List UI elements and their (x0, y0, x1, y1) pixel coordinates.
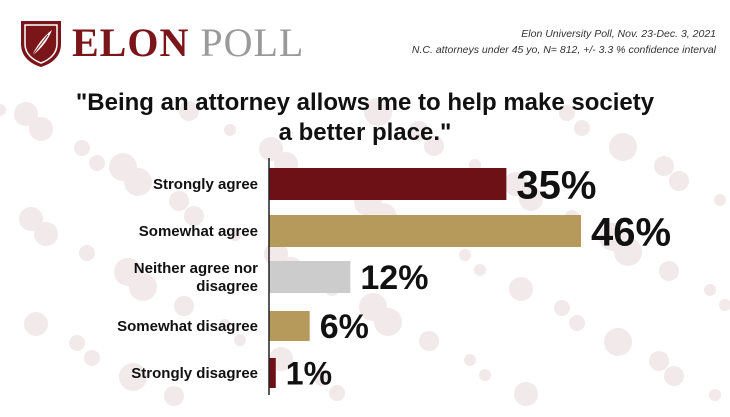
background-dot (659, 261, 679, 281)
background-dot (234, 334, 246, 346)
background-dot (264, 242, 288, 266)
category-label: Somewhat disagree (117, 318, 258, 335)
background-dot (174, 296, 194, 316)
background-dot (669, 171, 689, 191)
data-label: 1% (286, 356, 332, 392)
background-dot (459, 249, 471, 261)
background-dot (224, 124, 236, 136)
bar (269, 168, 507, 200)
background-dot (509, 277, 533, 301)
brand-primary: ELON (72, 20, 190, 65)
background-dot (169, 191, 189, 211)
category-label-line: disagree (196, 278, 258, 295)
bar (269, 215, 581, 247)
elon-poll-logo: ELON POLL (18, 18, 304, 68)
background-dot (609, 133, 637, 161)
background-dot (259, 137, 283, 161)
background-dot (314, 370, 330, 386)
category-label-line: Neither agree nor (134, 260, 258, 277)
background-dot (89, 155, 105, 171)
background-dot (654, 156, 674, 176)
chart-title: "Being an attorney allows me to help mak… (0, 88, 730, 148)
background-dot (184, 206, 204, 226)
background-dot (34, 222, 58, 246)
category-label: Strongly agree (153, 176, 258, 193)
background-dot (19, 207, 43, 231)
background-dot (479, 369, 491, 381)
category-label: Neither agree nor disagree (134, 260, 258, 295)
background-dot (554, 300, 570, 316)
background-dot (74, 140, 90, 156)
bar (269, 311, 310, 341)
background-dot (664, 366, 684, 386)
category-label-line: Somewhat disagree (117, 318, 258, 335)
chart-title-line1: "Being an attorney allows me to help mak… (75, 89, 655, 116)
background-dot (709, 389, 721, 401)
brand-secondary: POLL (200, 20, 305, 65)
background-dot (409, 121, 429, 141)
background-dot (424, 136, 444, 156)
data-label: 35% (516, 163, 596, 207)
background-dot (69, 335, 85, 351)
data-label: 6% (320, 308, 369, 346)
background-dot (504, 172, 528, 196)
background-dot (569, 315, 585, 331)
background-dot (229, 229, 241, 241)
background-dot (24, 312, 48, 336)
poll-meta-line1: Elon University Poll, Nov. 23-Dec. 3, 20… (521, 28, 716, 40)
background-dot (119, 363, 147, 391)
background-dot (719, 299, 730, 311)
background-dot (704, 284, 716, 296)
data-label: 12% (360, 259, 428, 297)
background-dot (519, 187, 543, 211)
bar (269, 358, 276, 388)
background-dot (84, 350, 100, 366)
background-dot (559, 105, 575, 121)
background-dot (364, 98, 392, 126)
background-dot (359, 293, 387, 321)
background-dot (219, 319, 231, 331)
background-dot (14, 102, 38, 126)
shield-leaf-icon (21, 21, 61, 67)
background-dot (329, 385, 345, 401)
background-dot (114, 258, 142, 286)
category-label: Somewhat agree (139, 223, 258, 240)
background-dot (714, 194, 726, 206)
chart-title-line2: a better place." (278, 119, 452, 146)
data-label: 46% (591, 210, 671, 254)
category-label-line: Strongly agree (153, 176, 258, 193)
background-dot (599, 223, 627, 251)
background-dot (109, 153, 137, 181)
bar (269, 261, 351, 293)
category-label-line: Somewhat agree (139, 223, 258, 240)
background-dot (574, 120, 590, 136)
category-label-line: Strongly disagree (131, 365, 258, 382)
background-dot (464, 354, 476, 366)
background-dot (474, 264, 486, 276)
background-dot (164, 386, 184, 406)
background-dot (604, 328, 632, 356)
background-dot (649, 351, 669, 371)
background-dot (419, 331, 439, 351)
background-dot (79, 245, 95, 261)
background-dot (29, 117, 53, 141)
background-dot (0, 104, 6, 116)
poll-meta-line2: N.C. attorneys under 45 yo, N= 812, +/- … (411, 44, 716, 56)
category-label: Strongly disagree (131, 365, 258, 382)
background-dot (514, 382, 538, 406)
poll-meta: Elon University Poll, Nov. 23-Dec. 3, 20… (412, 26, 716, 58)
background-dot (179, 101, 199, 121)
